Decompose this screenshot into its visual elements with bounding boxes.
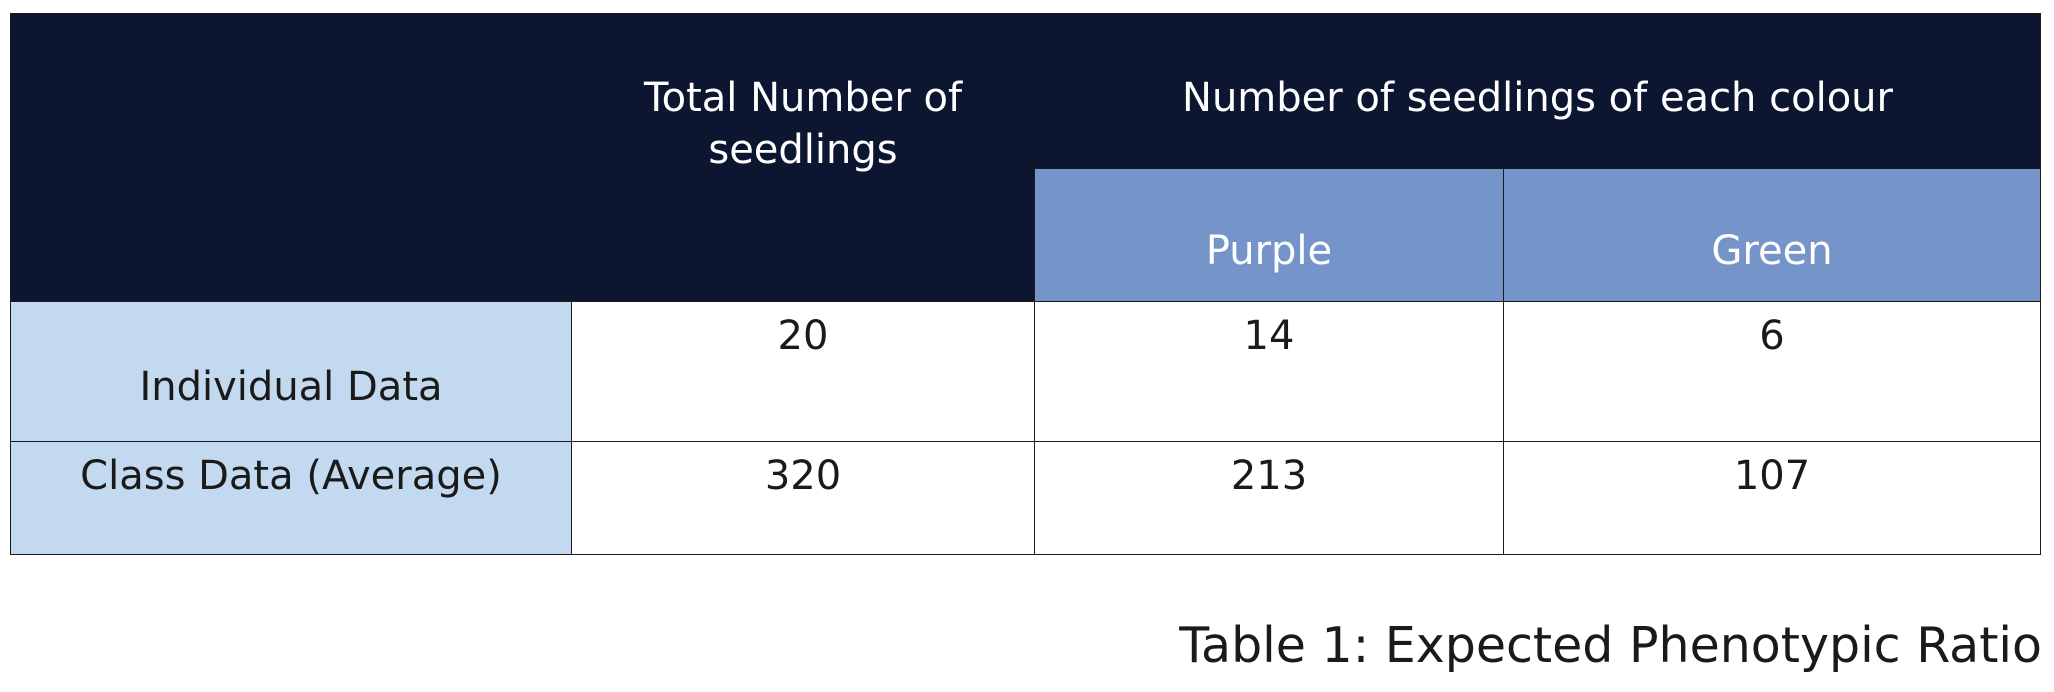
cell-class-purple: 213 bbox=[1034, 441, 1504, 555]
cell-individual-green: 6 bbox=[1503, 301, 2041, 442]
header-row-top: Total Number of seedlings Number of seed… bbox=[10, 13, 2041, 302]
table-row: Class Data (Average) 320 213 107 bbox=[10, 441, 2041, 555]
cell-individual-purple: 14 bbox=[1034, 301, 1504, 442]
table-row: Individual Data 20 14 6 bbox=[10, 301, 2041, 442]
header-total-seedlings: Total Number of seedlings bbox=[571, 13, 1035, 302]
header-green-label: Green bbox=[1711, 228, 1833, 274]
table-caption: Table 1: Expected Phenotypic Ratio bbox=[1179, 617, 2042, 674]
cell-individual-total: 20 bbox=[571, 301, 1035, 442]
header-seedling-colours: Number of seedlings of each colour bbox=[1034, 13, 2041, 169]
row-label-individual: Individual Data bbox=[10, 301, 572, 442]
header-purple-label: Purple bbox=[1205, 228, 1333, 274]
cell-class-total: 320 bbox=[571, 441, 1035, 555]
header-corner-cell bbox=[10, 13, 572, 302]
row-label-text: Individual Data bbox=[139, 364, 443, 410]
phenotypic-ratio-table: Total Number of seedlings Number of seed… bbox=[10, 13, 2041, 555]
row-label-class: Class Data (Average) bbox=[10, 441, 572, 555]
header-row-colours: Purple Green bbox=[11, 168, 2041, 302]
header-purple: Purple bbox=[1034, 168, 1504, 302]
header-green: Green bbox=[1503, 168, 2041, 302]
cell-class-green: 107 bbox=[1503, 441, 2041, 555]
